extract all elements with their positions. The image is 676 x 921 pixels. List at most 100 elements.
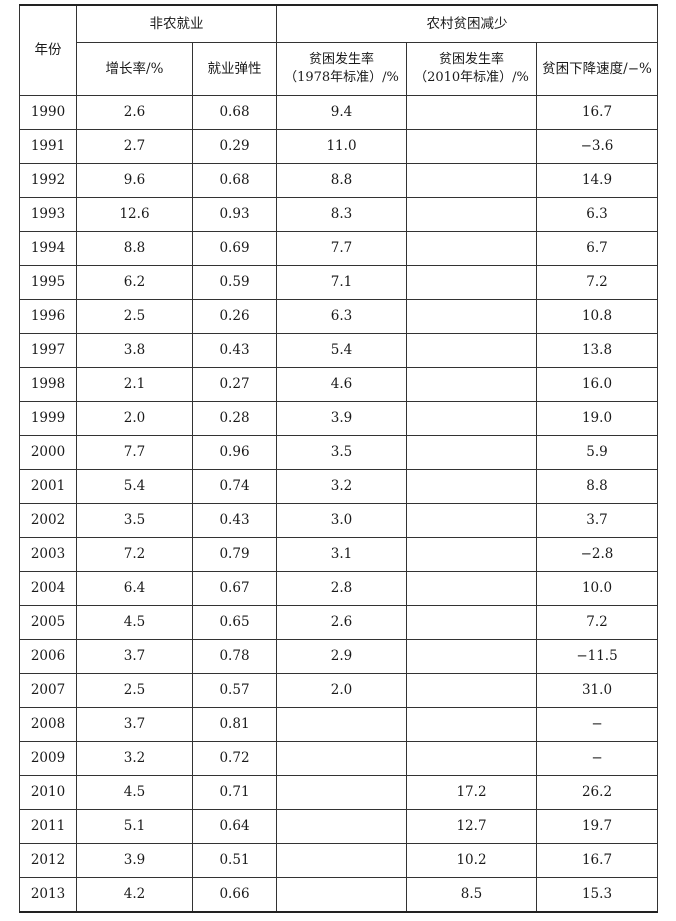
- cell-growth-rate: 2.5: [76, 673, 193, 708]
- cell-growth-rate: 4.2: [76, 877, 193, 913]
- header-growth-rate: 增长率/%: [76, 42, 193, 96]
- cell-poverty-2010: [406, 639, 537, 674]
- cell-decline-speed: 16.7: [535, 843, 659, 878]
- cell-elasticity: 0.69: [192, 231, 277, 266]
- cell-poverty-1978: 3.2: [276, 469, 407, 504]
- table-row: 1994 8.8 0.69 7.7 6.7: [19, 231, 659, 266]
- cell-elasticity: 0.93: [192, 197, 277, 232]
- cell-growth-rate: 7.7: [76, 435, 193, 470]
- cell-growth-rate: 4.5: [76, 775, 193, 810]
- cell-poverty-1978: [276, 775, 407, 810]
- cell-year: 1997: [19, 333, 77, 368]
- cell-decline-speed: 3.7: [535, 503, 659, 538]
- cell-decline-speed: 16.0: [535, 367, 659, 402]
- table-row: 1998 2.1 0.27 4.6 16.0: [19, 367, 659, 402]
- cell-poverty-2010: [406, 367, 537, 402]
- cell-year: 2012: [19, 843, 77, 878]
- cell-growth-rate: 7.2: [76, 537, 193, 572]
- cell-elasticity: 0.59: [192, 265, 277, 300]
- cell-decline-speed: 15.3: [535, 877, 659, 913]
- cell-elasticity: 0.81: [192, 707, 277, 742]
- cell-year: 2008: [19, 707, 77, 742]
- cell-poverty-2010: [406, 197, 537, 232]
- cell-decline-speed: 19.7: [535, 809, 659, 844]
- cell-decline-speed: 7.2: [535, 265, 659, 300]
- cell-poverty-2010: [406, 605, 537, 640]
- cell-decline-speed: −2.8: [535, 537, 659, 572]
- cell-poverty-2010: 10.2: [406, 843, 537, 878]
- cell-decline-speed: 31.0: [535, 673, 659, 708]
- cell-year: 1994: [19, 231, 77, 266]
- cell-elasticity: 0.78: [192, 639, 277, 674]
- table-row: 2008 3.7 0.81 −: [19, 707, 659, 742]
- cell-elasticity: 0.79: [192, 537, 277, 572]
- cell-year: 2010: [19, 775, 77, 810]
- table-row: 2012 3.9 0.51 10.2 16.7: [19, 843, 659, 878]
- cell-year: 2006: [19, 639, 77, 674]
- cell-elasticity: 0.28: [192, 401, 277, 436]
- cell-poverty-2010: [406, 537, 537, 572]
- cell-growth-rate: 12.6: [76, 197, 193, 232]
- cell-elasticity: 0.71: [192, 775, 277, 810]
- table-row: 1997 3.8 0.43 5.4 13.8: [19, 333, 659, 368]
- cell-poverty-2010: [406, 707, 537, 742]
- cell-year: 1990: [19, 95, 77, 130]
- table-row: 2010 4.5 0.71 17.2 26.2: [19, 775, 659, 810]
- cell-growth-rate: 2.6: [76, 95, 193, 130]
- table-row: 2003 7.2 0.79 3.1 −2.8: [19, 537, 659, 572]
- cell-poverty-1978: [276, 843, 407, 878]
- cell-growth-rate: 2.0: [76, 401, 193, 436]
- cell-year: 1995: [19, 265, 77, 300]
- table-row: 2001 5.4 0.74 3.2 8.8: [19, 469, 659, 504]
- cell-elasticity: 0.43: [192, 333, 277, 368]
- cell-poverty-2010: [406, 673, 537, 708]
- cell-year: 2005: [19, 605, 77, 640]
- cell-poverty-1978: 3.5: [276, 435, 407, 470]
- cell-decline-speed: 26.2: [535, 775, 659, 810]
- cell-growth-rate: 2.1: [76, 367, 193, 402]
- cell-poverty-1978: 3.9: [276, 401, 407, 436]
- header-poverty-1978: 贫困发生率 （1978年标准）/%: [276, 42, 407, 96]
- table-row: 2006 3.7 0.78 2.9 −11.5: [19, 639, 659, 674]
- cell-growth-rate: 6.4: [76, 571, 193, 606]
- cell-elasticity: 0.67: [192, 571, 277, 606]
- cell-growth-rate: 3.5: [76, 503, 193, 538]
- cell-year: 2013: [19, 877, 77, 913]
- cell-poverty-1978: 8.3: [276, 197, 407, 232]
- cell-elasticity: 0.72: [192, 741, 277, 776]
- header-poverty-1978-line2: （1978年标准）/%: [284, 70, 399, 85]
- cell-poverty-1978: 8.8: [276, 163, 407, 198]
- cell-poverty-1978: 7.1: [276, 265, 407, 300]
- cell-decline-speed: −11.5: [535, 639, 659, 674]
- cell-poverty-2010: [406, 333, 537, 368]
- employment-poverty-table: 年份 非农就业 农村贫困减少 增长率/% 就业弹性 贫困发生率 （1978年标准…: [19, 4, 659, 913]
- cell-elasticity: 0.64: [192, 809, 277, 844]
- cell-poverty-2010: [406, 95, 537, 130]
- cell-elasticity: 0.26: [192, 299, 277, 334]
- cell-growth-rate: 2.5: [76, 299, 193, 334]
- cell-growth-rate: 3.2: [76, 741, 193, 776]
- cell-year: 2001: [19, 469, 77, 504]
- table-row: 1999 2.0 0.28 3.9 19.0: [19, 401, 659, 436]
- cell-poverty-1978: 5.4: [276, 333, 407, 368]
- cell-poverty-2010: [406, 435, 537, 470]
- table-row: 2005 4.5 0.65 2.6 7.2: [19, 605, 659, 640]
- cell-poverty-1978: 3.1: [276, 537, 407, 572]
- cell-decline-speed: 10.8: [535, 299, 659, 334]
- header-poverty-1978-line1: 贫困发生率: [308, 52, 374, 68]
- table-row: 1991 2.7 0.29 11.0 −3.6: [19, 129, 659, 164]
- cell-year: 2011: [19, 809, 77, 844]
- header-group-rural-poverty: 农村贫困减少: [275, 4, 659, 43]
- cell-poverty-1978: 2.6: [276, 605, 407, 640]
- cell-growth-rate: 3.7: [76, 707, 193, 742]
- header-year: 年份: [19, 4, 77, 96]
- header-poverty-2010-line1: 贫困发生率: [438, 52, 504, 68]
- cell-decline-speed: 5.9: [535, 435, 659, 470]
- cell-poverty-1978: 2.8: [276, 571, 407, 606]
- cell-elasticity: 0.27: [192, 367, 277, 402]
- table-row: 1996 2.5 0.26 6.3 10.8: [19, 299, 659, 334]
- cell-poverty-2010: [406, 741, 537, 776]
- header-poverty-2010: 贫困发生率 （2010年标准）/%: [406, 42, 537, 96]
- cell-decline-speed: 13.8: [535, 333, 659, 368]
